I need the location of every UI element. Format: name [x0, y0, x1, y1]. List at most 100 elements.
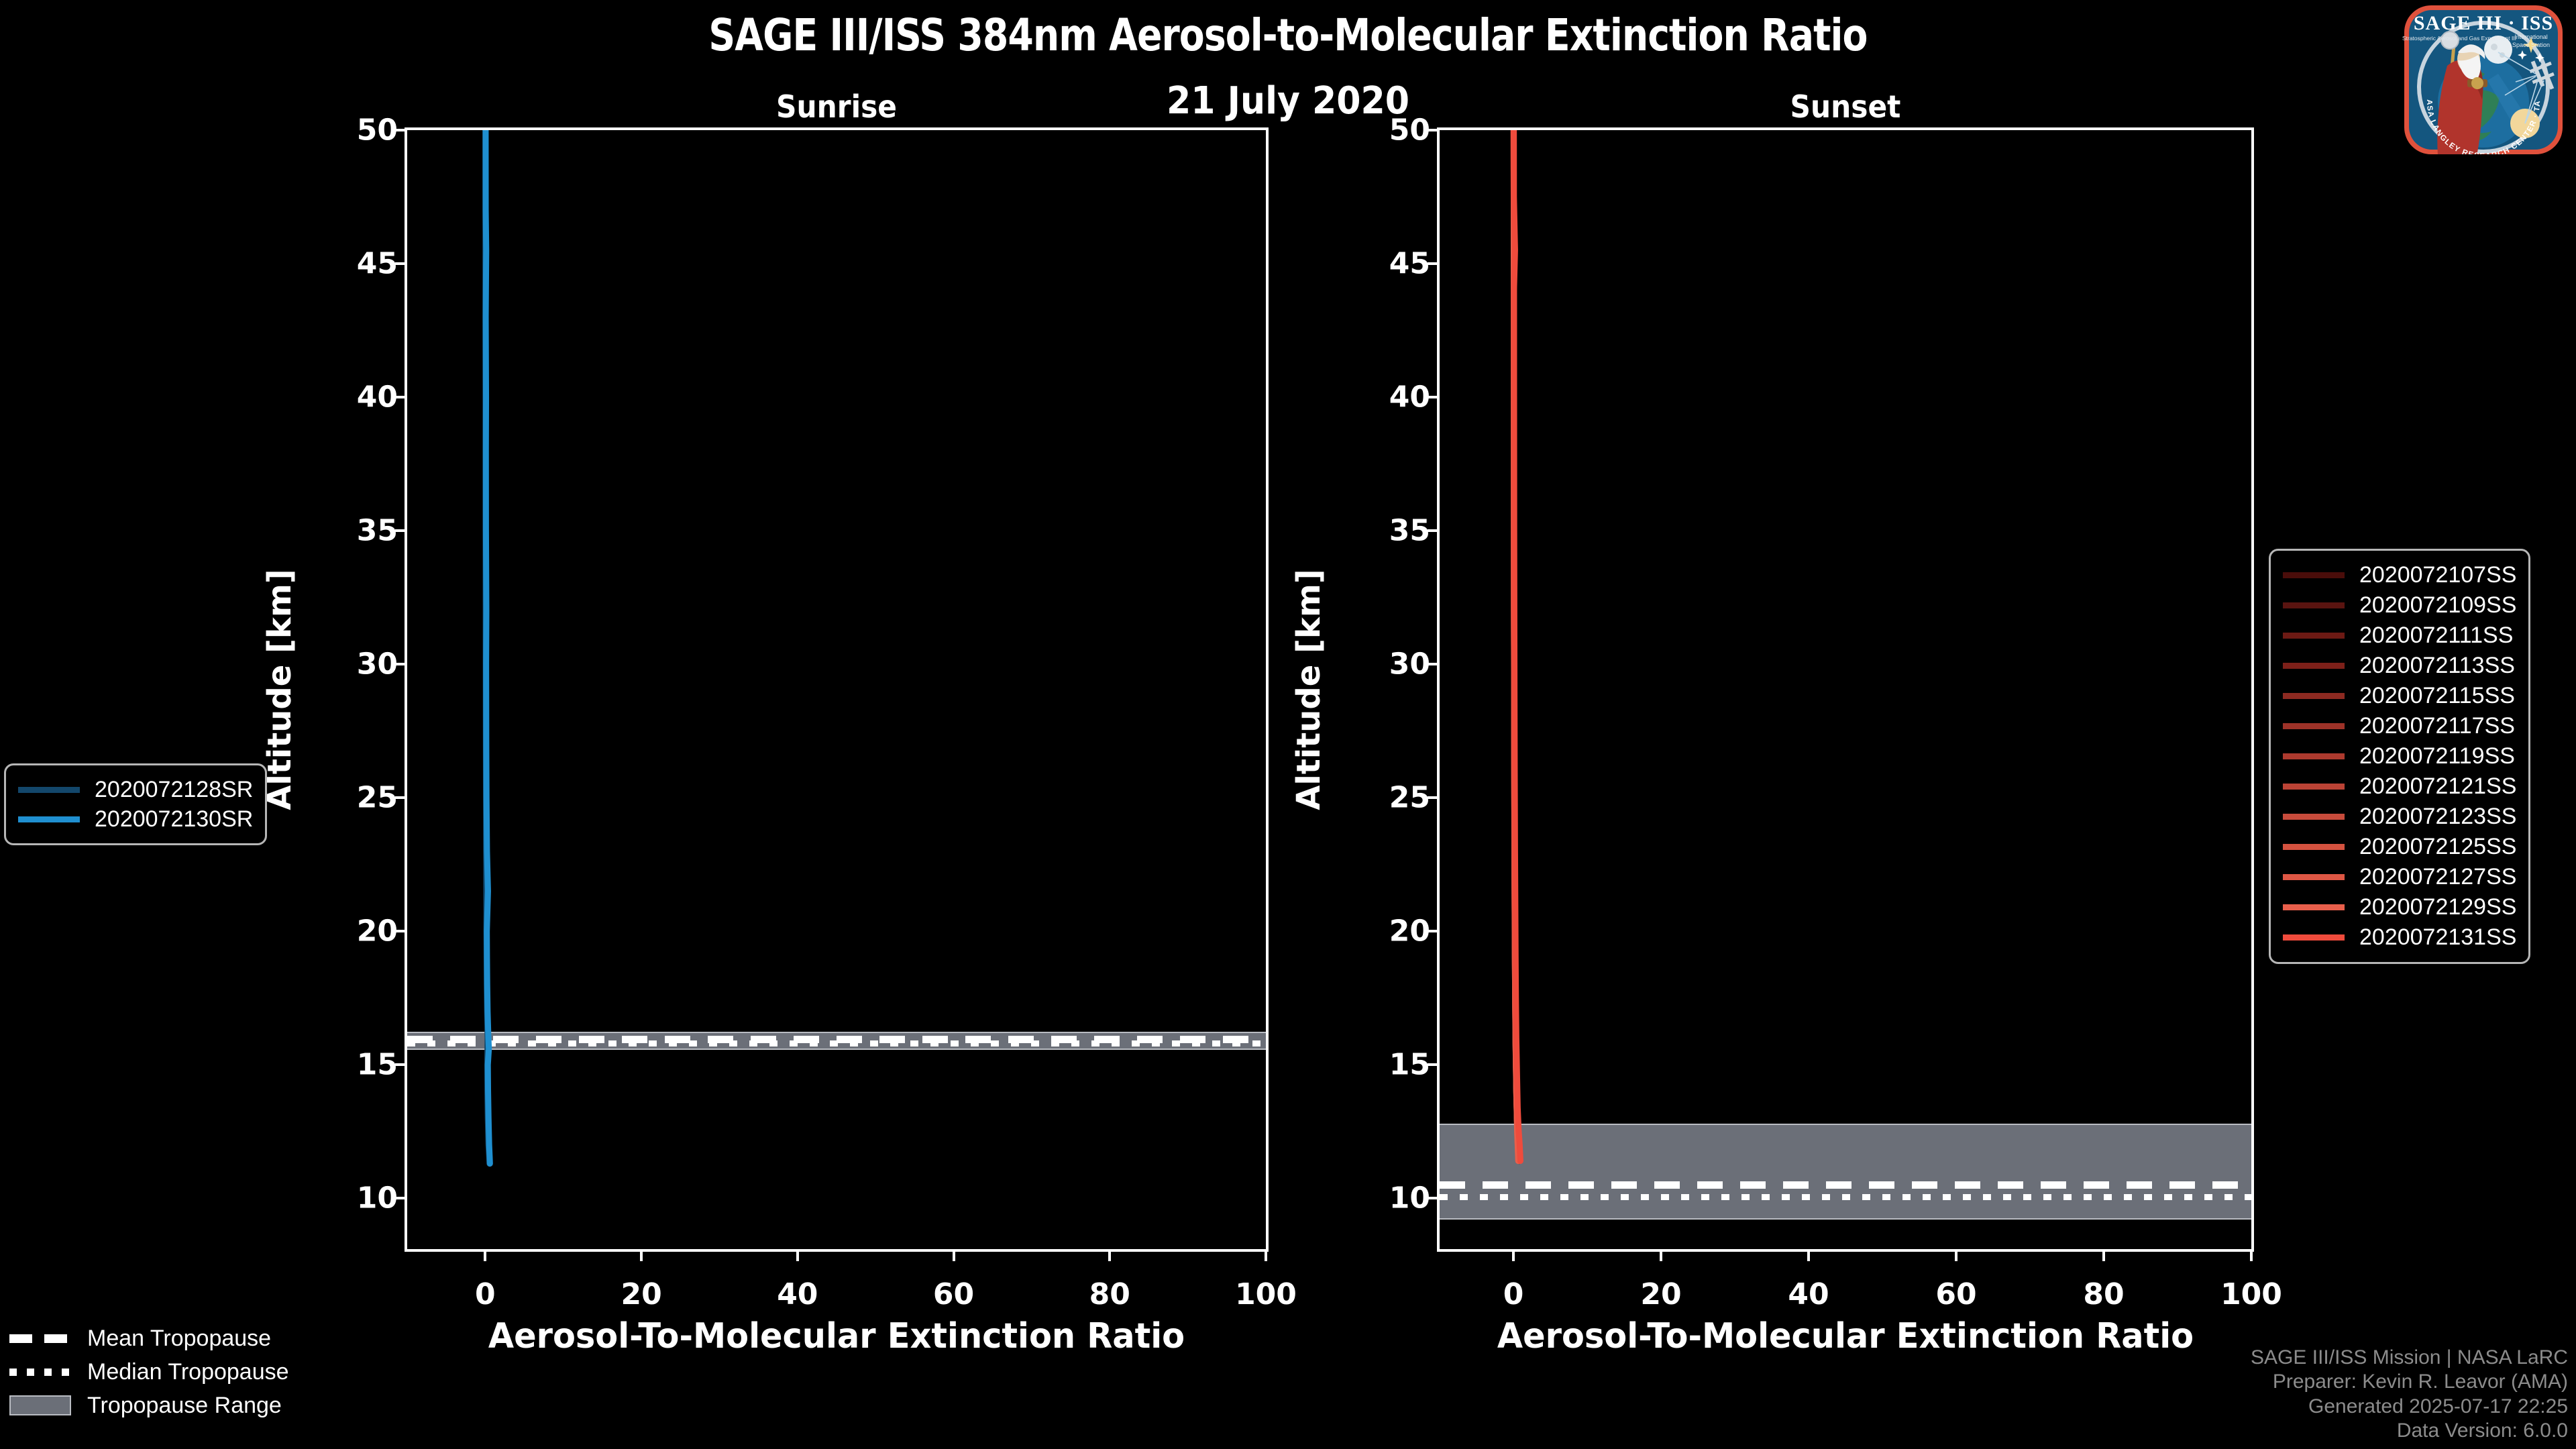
legend-sunrise[interactable]: 2020072128SR 2020072130SR [4, 763, 268, 845]
axes-sunrise: 10 15 20 25 30 35 40 45 50 0 20 40 60 80 100 Altitude [… [261, 113, 1297, 1357]
y-axis-tick-mark [1428, 1197, 1440, 1200]
y-axis-tick-label: 15 [1389, 1047, 1430, 1082]
x-axis-tick-mark [2250, 1249, 2253, 1261]
x-axis-tick-mark [1265, 1249, 1267, 1261]
logo-subtitle-right-1: International [2514, 34, 2548, 40]
legend-item[interactable]: 2020072107SS [2283, 560, 2516, 590]
y-axis-tick-label: 35 [356, 513, 398, 548]
legend-color-swatch [2283, 874, 2345, 880]
dashed-line-icon [9, 1334, 71, 1343]
legend-item[interactable]: 2020072128SR [18, 775, 253, 804]
legend-item-label: 2020072131SS [2359, 924, 2517, 950]
data-curves [482, 130, 493, 1167]
legend-item-label: 2020072130SR [95, 806, 254, 832]
legend-item[interactable]: 2020072130SR [18, 804, 253, 834]
legend-label-median: Median Tropopause [87, 1358, 289, 1385]
y-axis-tick-label: 30 [356, 647, 398, 682]
panel-title-sunset: Sunset [1790, 89, 1901, 125]
legend-item[interactable]: 2020072117SS [2283, 711, 2516, 741]
credit-line-preparer: Preparer: Kevin R. Leavor (AMA) [2272, 1371, 2568, 1393]
y-axis-tick-label: 30 [1389, 647, 1430, 682]
y-axis-tick-label: 10 [1389, 1181, 1430, 1216]
x-axis-tick-label: 60 [932, 1277, 975, 1311]
legend-color-swatch [2283, 602, 2345, 608]
y-axis-tick-mark [1428, 663, 1440, 666]
y-axis-tick-mark [395, 529, 407, 533]
legend-item[interactable]: 2020072113SS [2283, 651, 2516, 681]
legend-item-median-tropopause: Median Tropopause [9, 1355, 289, 1389]
legend-item[interactable]: 2020072129SS [2283, 892, 2516, 922]
legend-item[interactable]: 2020072131SS [2283, 922, 2516, 953]
x-axis-tick-mark [796, 1249, 799, 1261]
legend-item[interactable]: 2020072109SS [2283, 590, 2516, 621]
legend-color-swatch [2283, 663, 2345, 669]
legend-item-label: 2020072111SS [2359, 623, 2514, 648]
logo-subtitle-left: Stratospheric Aerosol and Gas Experiment… [2402, 35, 2516, 42]
y-axis-tick-label: 20 [356, 914, 398, 949]
gray-patch-icon [9, 1395, 71, 1415]
y-axis-tick-mark [395, 930, 407, 933]
legend-label-range: Tropopause Range [87, 1392, 282, 1418]
y-axis-tick-label: 20 [1389, 914, 1430, 949]
credit-line-mission: SAGE III/ISS Mission | NASA LaRC [2251, 1346, 2568, 1368]
x-axis-label: Aerosol-To-Molecular Extinction Ratio [1497, 1316, 2194, 1356]
legend-color-swatch [2283, 934, 2345, 941]
legend-item-mean-tropopause: Mean Tropopause [9, 1322, 289, 1355]
legend-color-swatch [2283, 753, 2345, 759]
mean-tropopause-line [1440, 1181, 2251, 1189]
x-axis-tick-mark [1512, 1249, 1515, 1261]
legend-item[interactable]: 2020072119SS [2283, 741, 2516, 771]
y-axis-tick-mark [1428, 262, 1440, 266]
logo-title: SAGE III · ISS [2414, 12, 2553, 34]
y-axis-label: Altitude [km] [1290, 569, 1328, 810]
x-axis-tick-mark [952, 1249, 955, 1261]
legend-item-label: 2020072129SS [2359, 894, 2517, 920]
y-axis-tick-mark [395, 1197, 407, 1200]
y-axis-tick-label: 45 [356, 246, 398, 281]
axes-sunset: 10 15 20 25 30 35 40 45 50 0 20 40 60 80 100 Altitude [… [1290, 113, 2282, 1357]
legend-item[interactable]: 2020072115SS [2283, 681, 2516, 711]
y-axis-tick-label: 50 [356, 113, 398, 148]
y-axis-tick-mark [1428, 129, 1440, 131]
legend-item-tropopause-range: Tropopause Range [9, 1389, 289, 1422]
y-axis-tick-label: 40 [1389, 380, 1430, 415]
legend-color-swatch [2283, 904, 2345, 910]
legend-sunset[interactable]: 2020072107SS 2020072109SS 2020072111SS 2020… [2269, 549, 2531, 964]
legend-item-label: 2020072113SS [2359, 653, 2515, 678]
x-axis-tick-mark [1807, 1249, 1810, 1261]
y-axis-tick-label: 50 [1389, 113, 1430, 148]
credit-line-generated: Generated 2025-07-17 22:25 [2308, 1395, 2568, 1417]
x-axis-tick-label: 40 [1788, 1277, 1829, 1311]
legend-item[interactable]: 2020072123SS [2283, 802, 2516, 832]
y-axis-tick-mark [1428, 529, 1440, 533]
plot-area-sunrise [407, 130, 1266, 1249]
legend-color-swatch [18, 786, 80, 793]
plot-sunrise [405, 127, 1269, 1252]
legend-color-swatch [2283, 814, 2345, 820]
x-axis-tick-label: 60 [1935, 1277, 1977, 1311]
legend-item-label: 2020072115SS [2359, 683, 2515, 708]
x-axis-tick-label: 80 [2083, 1277, 2125, 1311]
y-axis-tick-mark [395, 1063, 407, 1067]
y-axis-tick-mark [1428, 1063, 1440, 1067]
legend-item-label: 2020072119SS [2359, 743, 2515, 769]
legend-item-label: 2020072107SS [2359, 562, 2517, 588]
legend-item-label: 2020072117SS [2359, 713, 2515, 739]
x-axis-tick-mark [1955, 1249, 1957, 1261]
legend-item[interactable]: 2020072125SS [2283, 832, 2516, 862]
legend-item[interactable]: 2020072127SS [2283, 862, 2516, 892]
legend-item-label: 2020072121SS [2359, 773, 2517, 799]
legend-item[interactable]: 2020072111SS [2283, 621, 2516, 651]
x-axis-tick-mark [2102, 1249, 2105, 1261]
x-axis-tick-label: 40 [777, 1277, 818, 1311]
date-subtitle: 21 July 2020 [1167, 79, 1409, 123]
y-axis-tick-mark [395, 796, 407, 800]
y-axis-tick-label: 15 [356, 1047, 398, 1082]
x-axis-tick-label: 20 [1640, 1277, 1682, 1311]
legend-color-swatch [2283, 844, 2345, 850]
legend-label-mean: Mean Tropopause [87, 1325, 272, 1351]
legend-item-label: 2020072123SS [2359, 804, 2517, 829]
x-axis-tick-label: 20 [621, 1277, 662, 1311]
x-axis-tick-label: 0 [1503, 1277, 1524, 1311]
legend-item[interactable]: 2020072121SS [2283, 771, 2516, 802]
